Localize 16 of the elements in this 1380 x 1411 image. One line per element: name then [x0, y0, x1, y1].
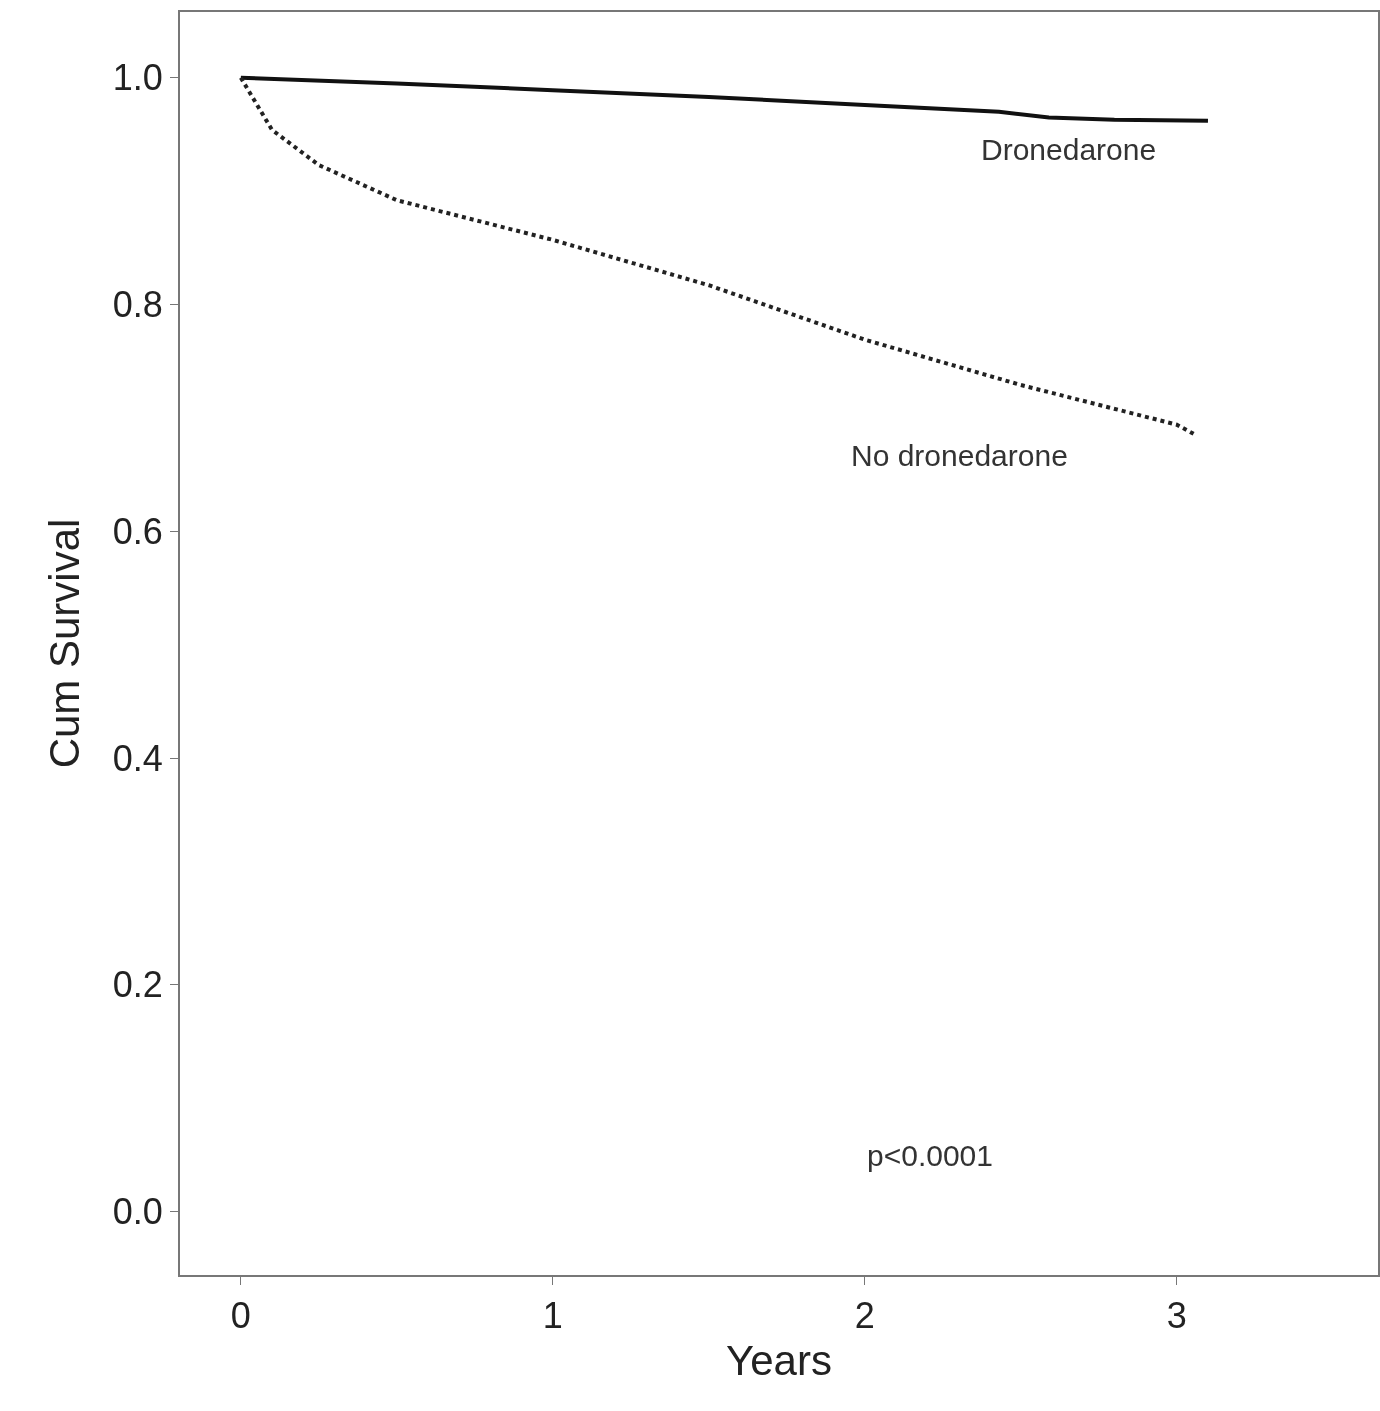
y-tick-label: 1.0 [112, 57, 163, 99]
series-label: No dronedarone [851, 439, 1068, 472]
x-tick-label: 1 [542, 1295, 563, 1337]
x-tick-label: 0 [230, 1295, 251, 1337]
x-axis-title: Years [726, 1336, 832, 1384]
y-tick-label: 0.0 [112, 1191, 163, 1233]
y-tick-label: 0.2 [112, 964, 163, 1006]
y-tick-label: 0.8 [112, 284, 163, 326]
x-tick-label: 2 [854, 1295, 875, 1337]
y-axis-title: Cum Survival [41, 518, 89, 769]
y-tick-label: 0.6 [112, 510, 163, 552]
y-tick-label: 0.4 [112, 737, 163, 779]
line-series [238, 75, 1210, 123]
series-label: Dronedarone [981, 133, 1157, 166]
x-tick-label: 3 [1166, 1295, 1187, 1337]
annotation: p<0.0001 [867, 1139, 993, 1172]
